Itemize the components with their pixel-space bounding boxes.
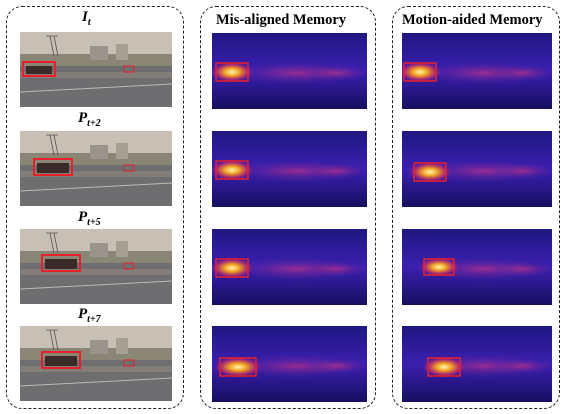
frame-label-1: It [82, 9, 91, 28]
misaligned-heatmap-4 [212, 326, 367, 402]
misaligned-heatmap-3 [212, 229, 367, 305]
motion-heatmap-1 [402, 33, 552, 109]
misaligned-heatmap-1 [212, 33, 367, 109]
motion-heatmap-4 [402, 326, 552, 402]
motion-aided-memory-title: Motion-aided Memory [402, 12, 543, 28]
input-frames-panel [6, 6, 184, 409]
frame-photo-4 [20, 326, 172, 401]
frame-label-2: Pt+2 [78, 110, 101, 129]
misaligned-memory-title: Mis-aligned Memory [216, 12, 347, 28]
frame-label-3: Pt+5 [78, 209, 101, 228]
misaligned-heatmap-2 [212, 131, 367, 207]
frame-label-4: Pt+7 [78, 306, 101, 325]
frame-photo-3 [20, 229, 172, 304]
motion-heatmap-2 [402, 131, 552, 207]
motion-heatmap-3 [402, 229, 552, 305]
misaligned-memory-panel [200, 6, 376, 409]
frame-photo-2 [20, 131, 172, 206]
motion-aided-memory-panel [392, 6, 560, 409]
frame-photo-1 [20, 32, 172, 107]
